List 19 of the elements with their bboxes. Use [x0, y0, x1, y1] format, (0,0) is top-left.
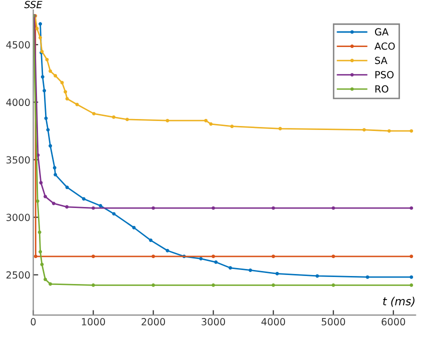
legend-label: GA	[374, 28, 389, 36]
y-tick-label: 4000	[6, 98, 30, 106]
legend-label: PSO	[375, 70, 394, 78]
x-tick-label: 0	[30, 318, 36, 326]
x-tick-label: 3000	[202, 318, 226, 326]
y-tick-label: 3500	[6, 156, 30, 164]
x-tick-label: 5000	[322, 318, 346, 326]
legend-label: ACO	[374, 42, 395, 50]
legend-label: RO	[375, 85, 388, 93]
x-tick-label: 6000	[382, 318, 406, 326]
y-tick-label: 4500	[6, 41, 30, 48]
x-tick-label: 1000	[82, 318, 106, 326]
x-tick-label: 2000	[142, 318, 166, 326]
y-axis-title: SSE	[24, 0, 42, 8]
y-tick-label: 3000	[6, 214, 30, 222]
x-tick-label: 4000	[261, 318, 286, 326]
y-tick-label: 2500	[6, 271, 30, 279]
legend-label: SA	[375, 56, 388, 64]
x-axis-title: t (ms)	[383, 296, 414, 307]
